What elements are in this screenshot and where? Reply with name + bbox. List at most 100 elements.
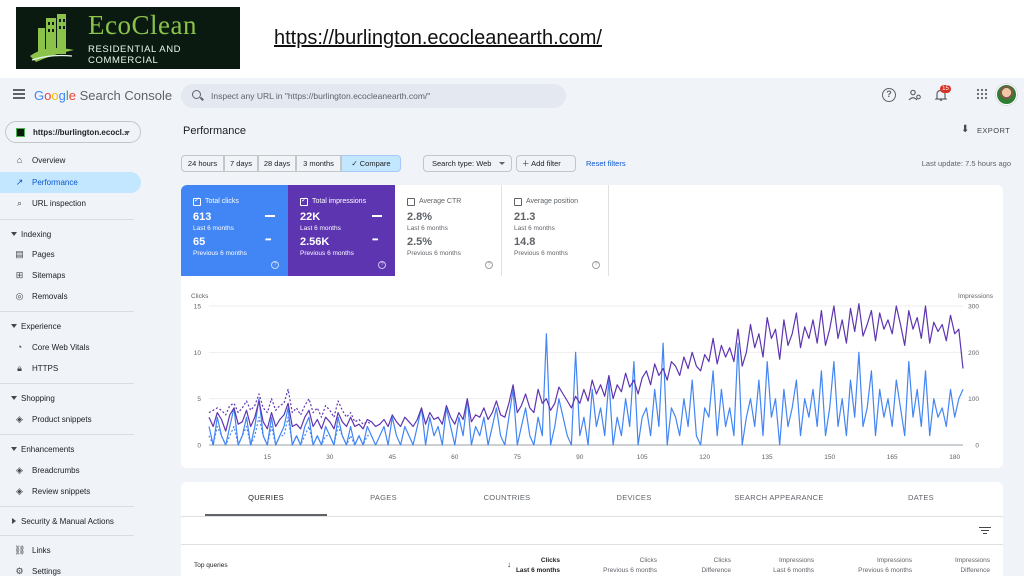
google-apps-icon[interactable]	[975, 88, 989, 102]
sidebar-item-https[interactable]: 🔒︎ HTTPS	[0, 358, 141, 379]
add-filter-button[interactable]: ＋ Add filter	[516, 155, 576, 172]
column-header-impressions-difference[interactable]: Impressions Difference	[910, 556, 990, 576]
tab-devices[interactable]: DEVICES	[616, 493, 652, 502]
tab-search-appearance[interactable]: SEARCH APPEARANCE	[734, 493, 824, 502]
search-type-label: Search type: Web	[432, 159, 492, 168]
metric-previous-value: 65	[193, 236, 206, 248]
sidebar-item-removals[interactable]: ◎ Removals	[0, 286, 141, 307]
sidebar-item-pages[interactable]: ▤ Pages	[0, 244, 141, 265]
left-axis-label: Clicks	[191, 293, 209, 300]
sidebar-item-performance[interactable]: ↗ Performance	[0, 172, 141, 193]
sidebar-divider	[0, 383, 134, 384]
series-line-impressions	[208, 303, 964, 432]
tab-queries[interactable]: QUERIES	[248, 493, 284, 502]
checkbox-unchecked-icon[interactable]	[407, 198, 415, 206]
sidebar-item-review-snippets[interactable]: ◈ Review snippets	[0, 481, 141, 502]
y-left-tick-label: 5	[197, 396, 201, 403]
column-subtitle: Previous 6 months	[858, 567, 912, 574]
manage-users-icon[interactable]	[908, 88, 922, 102]
x-tick-label: 45	[389, 454, 397, 461]
sidebar-item-product-snippets[interactable]: ◈ Product snippets	[0, 409, 141, 430]
section-label: Indexing	[21, 230, 52, 239]
metric-total-clicks[interactable]: Total clicks 613 Last 6 months 65 Previo…	[181, 185, 288, 276]
help-icon[interactable]: ?	[378, 261, 386, 269]
speed-gauge-icon: ◔	[16, 342, 23, 352]
x-tick-label: 165	[887, 454, 898, 461]
solid-line-legend-icon	[265, 215, 275, 217]
sidebar-item-settings[interactable]: ⚙︎ Settings	[0, 561, 141, 582]
sidebar-section-shopping[interactable]: Shopping	[0, 388, 134, 408]
column-header-impressions-previous[interactable]: Impressions Previous 6 months	[832, 556, 912, 576]
export-button[interactable]: ⬇︎ EXPORT	[961, 123, 1021, 139]
chip-7-days[interactable]: 7 days	[224, 155, 258, 172]
notification-count-badge: 15	[940, 85, 951, 93]
search-type-dropdown[interactable]: Search type: Web	[423, 155, 512, 172]
metric-total-impressions[interactable]: Total impressions 22K Last 6 months 2.56…	[288, 185, 395, 276]
column-header-clicks-previous[interactable]: Clicks Previous 6 months	[577, 556, 657, 576]
help-icon[interactable]: ?	[882, 88, 896, 102]
sidebar-item-breadcrumbs[interactable]: ◈ Breadcrumbs	[0, 460, 141, 481]
sort-descending-icon[interactable]: ↓	[507, 560, 511, 569]
inspect-url-input[interactable]	[211, 88, 551, 104]
sidebar-item-links[interactable]: ⛓︎ Links	[0, 540, 141, 561]
section-label: Shopping	[21, 394, 55, 403]
site-url-heading[interactable]: https://burlington.ecocleanearth.com/	[274, 27, 602, 49]
collapse-caret-icon	[11, 324, 17, 328]
help-icon[interactable]: ?	[271, 261, 279, 269]
trending-up-icon: ↗	[15, 177, 24, 187]
top-bar: Google Search Console ? 15	[0, 78, 1024, 114]
checkbox-unchecked-icon[interactable]	[514, 198, 522, 206]
column-header-impressions-last[interactable]: Impressions Last 6 months	[734, 556, 814, 576]
column-header-clicks-difference[interactable]: Clicks Difference	[651, 556, 731, 576]
tab-dates[interactable]: DATES	[908, 493, 934, 502]
sidebar-section-indexing[interactable]: Indexing	[0, 224, 134, 244]
property-selector[interactable]: https://burlington.ecocl...	[5, 121, 141, 143]
metric-average-position[interactable]: Average position 21.3 Last 6 months 14.8…	[502, 185, 609, 276]
sidebar-item-core-web-vitals[interactable]: ◔ Core Web Vitals	[0, 337, 141, 358]
property-label: https://burlington.ecocl...	[33, 128, 129, 137]
solid-line-legend-icon	[372, 215, 382, 217]
hamburger-menu-icon[interactable]	[13, 89, 25, 99]
help-icon[interactable]: ?	[485, 261, 493, 269]
column-title: Clicks	[639, 557, 657, 564]
section-label: Security & Manual Actions	[21, 517, 114, 526]
x-tick-label: 180	[949, 454, 960, 461]
url-inspect-bar[interactable]	[181, 84, 566, 108]
pages-icon: ▤	[15, 249, 24, 259]
collapse-caret-icon	[11, 396, 17, 400]
column-header-clicks-last[interactable]: Clicks Last 6 months	[480, 556, 560, 576]
sidebar-item-url-inspection[interactable]: ⌕ URL inspection	[0, 193, 141, 214]
reset-filters-link[interactable]: Reset filters	[586, 159, 626, 168]
sidebar-item-label: Settings	[32, 567, 61, 576]
help-icon[interactable]: ?	[592, 261, 600, 269]
sidebar-item-overview[interactable]: ⌂ Overview	[0, 150, 141, 171]
sidebar-item-label: Removals	[32, 292, 68, 301]
account-avatar[interactable]	[996, 84, 1017, 105]
dotted-line-legend-icon: •••	[265, 235, 271, 244]
series-line-impressions_previous	[208, 388, 372, 425]
sidebar-section-experience[interactable]: Experience	[0, 316, 134, 336]
metric-name: Average position	[526, 198, 579, 205]
metric-period: Last 6 months	[407, 225, 448, 232]
checkbox-checked-icon[interactable]	[300, 196, 308, 206]
tab-countries[interactable]: COUNTRIES	[483, 493, 531, 502]
chip-3-months[interactable]: 3 months	[296, 155, 341, 172]
sidebar-section-enhancements[interactable]: Enhancements	[0, 439, 134, 459]
sidebar-item-sitemaps[interactable]: ⊞ Sitemaps	[0, 265, 141, 286]
search-console-logo[interactable]: Google Search Console	[34, 88, 173, 103]
metric-name: Average CTR	[419, 198, 462, 205]
metric-average-ctr[interactable]: Average CTR 2.8% Last 6 months 2.5% Prev…	[395, 185, 502, 276]
checkbox-checked-icon[interactable]	[193, 196, 201, 206]
sidebar-item-label: HTTPS	[32, 364, 59, 373]
series-line-clicks	[208, 333, 964, 446]
selected-tab-indicator	[205, 514, 327, 516]
chip-28-days[interactable]: 28 days	[258, 155, 296, 172]
sidebar-section-security[interactable]: Security & Manual Actions	[0, 511, 134, 531]
filter-rows-icon[interactable]	[979, 525, 991, 535]
tab-pages[interactable]: PAGES	[370, 493, 397, 502]
series-line-clicks_previous	[208, 416, 372, 446]
chip-24-hours[interactable]: 24 hours	[181, 155, 224, 172]
chevron-down-icon	[124, 131, 130, 135]
metric-period: Last 6 months	[514, 225, 555, 232]
chip-compare[interactable]: ✓ Compare	[341, 155, 401, 172]
